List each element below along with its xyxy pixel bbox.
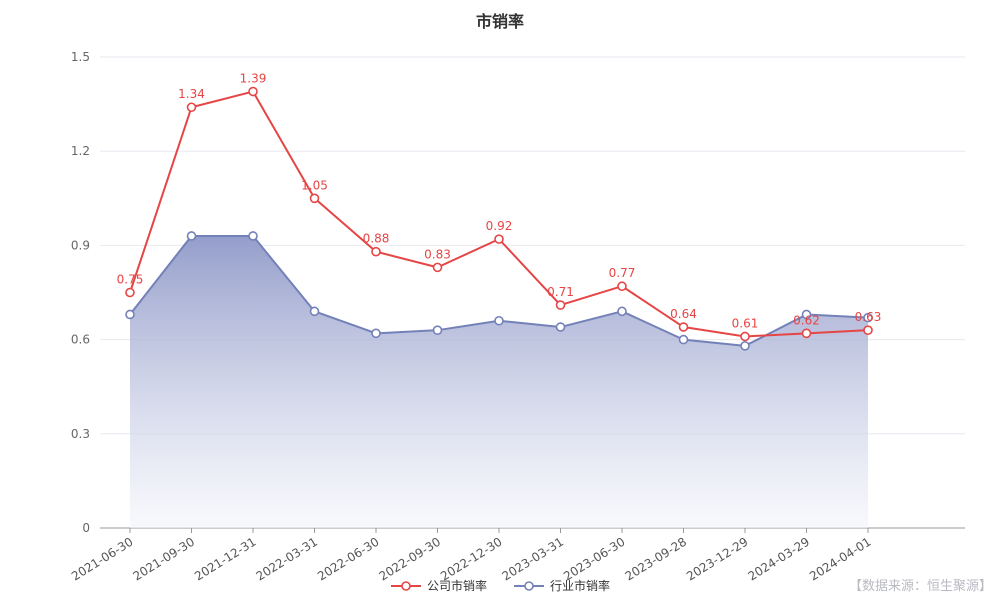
data-point-marker <box>678 334 689 345</box>
data-point-marker <box>801 328 812 339</box>
data-label: 0.88 <box>363 232 390 246</box>
data-point-marker <box>309 306 320 317</box>
data-label: 0.63 <box>855 310 882 324</box>
legend-label-company: 公司市销率 <box>426 579 487 593</box>
data-point-marker <box>555 322 566 332</box>
data-point-marker <box>186 102 197 113</box>
y-tick-label: 1.2 <box>71 144 90 158</box>
data-point-marker <box>678 322 689 332</box>
data-point-marker <box>125 287 135 298</box>
data-label: 1.34 <box>178 87 205 101</box>
data-label: 0.64 <box>670 307 697 321</box>
company-series-marker-icon <box>390 580 421 591</box>
area-fill <box>130 235 868 529</box>
data-point-marker <box>494 234 504 244</box>
data-label: 0.77 <box>609 266 636 280</box>
legend-item-company-ps[interactable]: 公司市销率 <box>390 577 487 594</box>
data-label: 1.39 <box>240 72 267 86</box>
data-point-marker <box>617 281 627 292</box>
x-tick-label: 2023-09-28 <box>623 535 690 584</box>
data-point-marker <box>494 315 504 326</box>
data-point-marker <box>432 262 443 273</box>
data-point-marker <box>617 306 627 317</box>
data-label: 0.83 <box>424 247 451 261</box>
legend-item-industry-ps[interactable]: 行业市销率 <box>513 577 610 594</box>
data-label: 0.61 <box>732 316 759 330</box>
data-point-marker <box>309 193 320 204</box>
data-point-marker <box>371 246 381 257</box>
data-point-marker <box>248 231 258 241</box>
data-point-marker <box>863 325 873 335</box>
y-tick-label: 0.9 <box>71 238 90 252</box>
data-label: 1.05 <box>301 178 328 192</box>
data-point-marker <box>186 231 197 241</box>
industry-series-marker-icon <box>514 580 544 591</box>
data-point-marker <box>555 300 566 310</box>
data-label: 0.62 <box>793 313 820 327</box>
y-tick-label: 0.6 <box>71 333 90 347</box>
x-tick-label: 2022-03-31 <box>254 535 321 584</box>
data-point-marker <box>248 86 258 97</box>
x-tick-label: 2024-03-29 <box>746 535 813 584</box>
chart-legend: 公司市销率 行业市销率 <box>0 577 1000 594</box>
x-tick-label: 2021-09-30 <box>131 535 198 584</box>
data-point-marker <box>125 309 135 320</box>
y-tick-label: 0.3 <box>71 427 90 441</box>
data-point-marker <box>801 309 812 320</box>
data-point-marker <box>740 341 750 351</box>
x-tick-label: 2022-06-30 <box>315 535 382 584</box>
data-source-note: 【数据来源：恒生聚源】 <box>848 579 992 594</box>
x-tick-label: 2021-12-31 <box>192 535 259 584</box>
x-tick-label: 2023-12-29 <box>684 535 751 584</box>
data-point-marker <box>863 312 873 323</box>
data-point-marker <box>432 325 443 335</box>
legend-label-industry: 行业市销率 <box>550 579 611 593</box>
y-tick-label: 0 <box>82 521 90 535</box>
data-label: 0.71 <box>547 285 574 299</box>
data-point-marker <box>740 331 750 342</box>
x-tick-label: 2021-06-30 <box>69 535 136 584</box>
data-label: 0.92 <box>486 219 513 233</box>
data-point-marker <box>371 328 381 339</box>
y-tick-label: 1.5 <box>71 50 90 64</box>
data-label: 0.75 <box>117 273 144 287</box>
chart-title: 市销率 <box>475 12 524 31</box>
